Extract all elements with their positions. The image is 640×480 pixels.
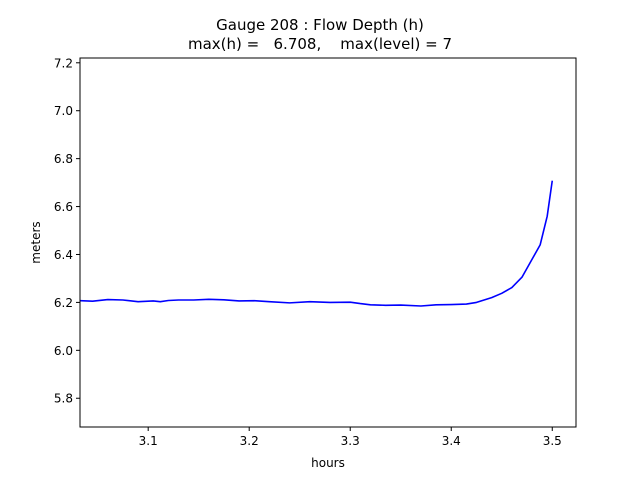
x-tick-label: 3.4 bbox=[442, 434, 461, 448]
y-tick-label: 7.0 bbox=[54, 104, 73, 118]
y-tick-label: 6.8 bbox=[54, 152, 73, 166]
y-tick-label: 7.2 bbox=[54, 56, 73, 70]
y-tick-label: 6.4 bbox=[54, 248, 73, 262]
chart-title-line-1: Gauge 208 : Flow Depth (h) bbox=[216, 16, 424, 34]
y-axis-label: meters bbox=[29, 221, 43, 263]
x-tick-label: 3.1 bbox=[139, 434, 158, 448]
chart-title-line-2: max(h) = 6.708, max(level) = 7 bbox=[187, 35, 453, 53]
y-tick-label: 6.6 bbox=[54, 200, 73, 214]
x-axis-label: hours bbox=[311, 456, 345, 470]
plot-area-frame bbox=[79, 57, 577, 428]
y-tick-label: 6.2 bbox=[54, 296, 73, 310]
ticks-layer: 3.1 3.2 3.3 3.4 3.5 5.8 6.0 6.2 6.4 6.6 6.8 7.0 7.2 bbox=[54, 56, 562, 448]
y-tick-label: 5.8 bbox=[54, 392, 73, 406]
x-tick-label: 3.3 bbox=[341, 434, 360, 448]
x-tick-label: 3.2 bbox=[240, 434, 259, 448]
y-tick-label: 6.0 bbox=[54, 344, 73, 358]
series-layer bbox=[80, 180, 554, 307]
x-tick-label: 3.5 bbox=[543, 434, 562, 448]
series-line bbox=[80, 180, 554, 307]
